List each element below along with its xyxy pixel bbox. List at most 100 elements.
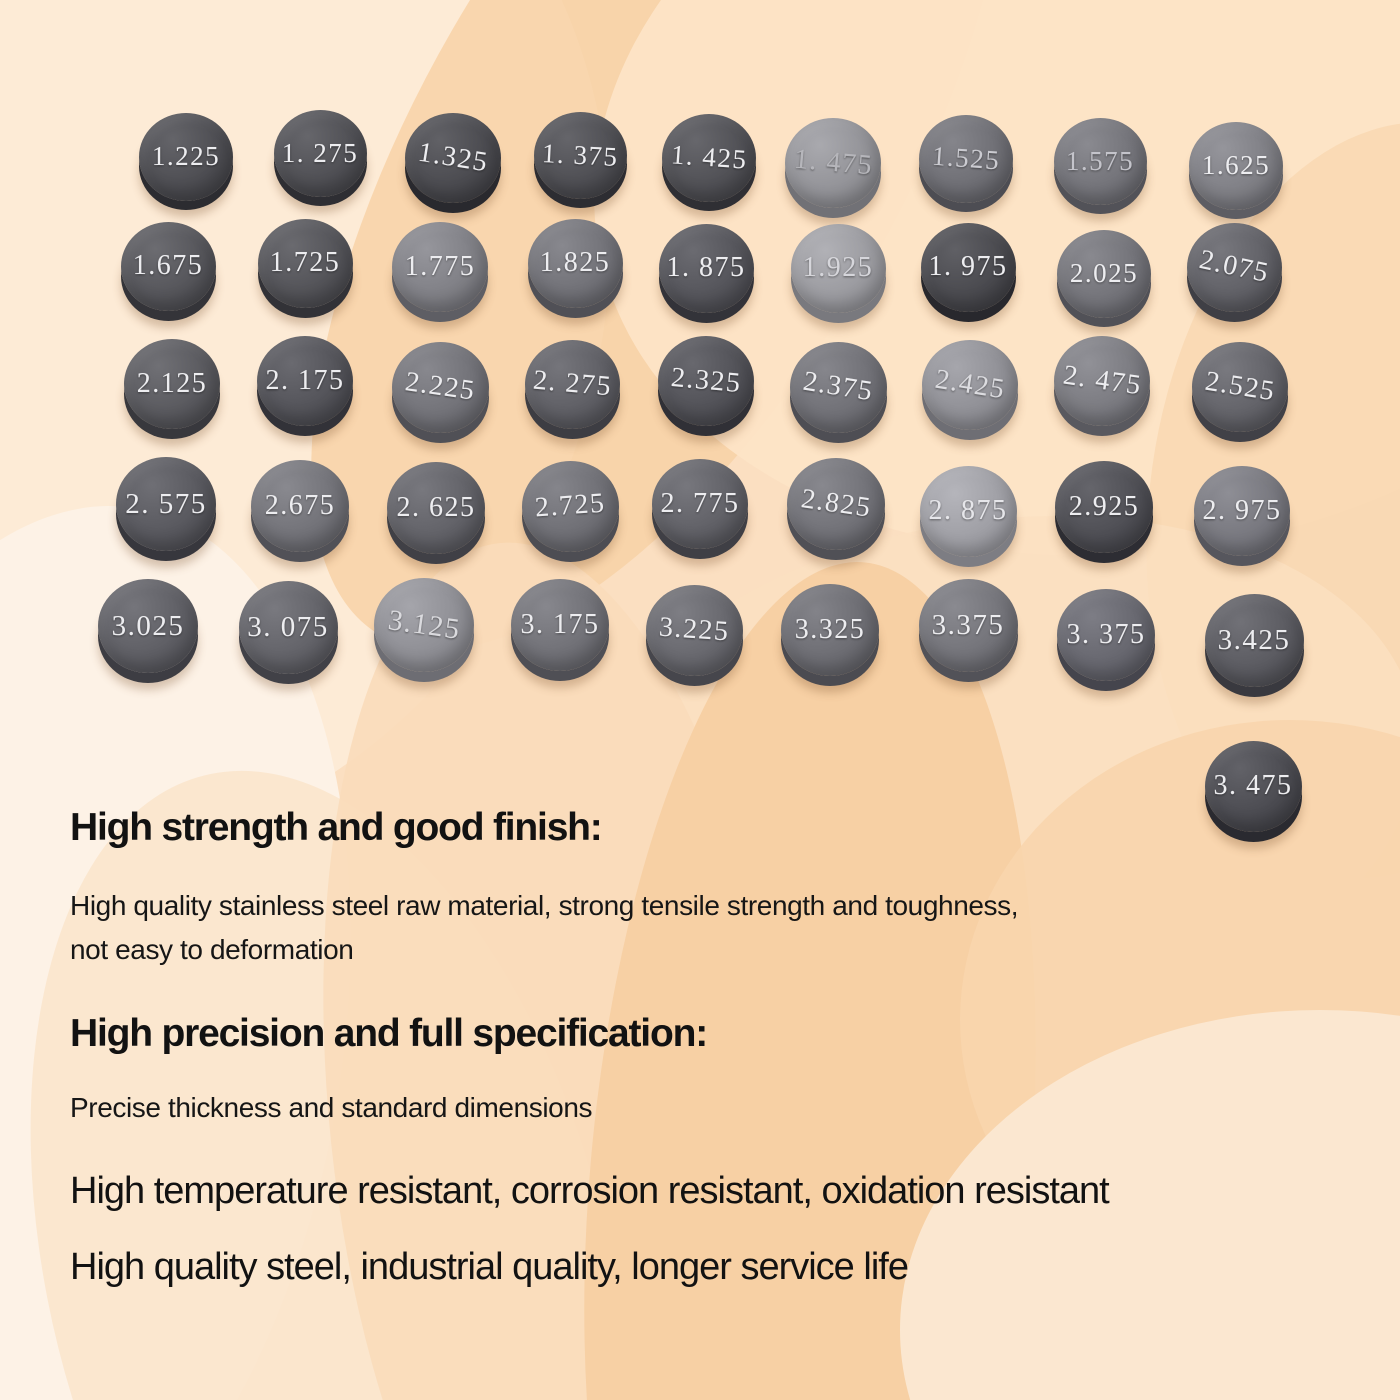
shim-value: 2.375 [800, 365, 876, 408]
shim-value: 3.125 [385, 603, 463, 646]
shim-value: 2.525 [1202, 365, 1278, 408]
shim-disc: 3.325 [781, 584, 879, 676]
shim-value: 2.025 [1069, 258, 1139, 288]
shim-disc: 2.025 [1057, 229, 1151, 318]
shim-value: 1.725 [269, 247, 341, 278]
shim-disc: 1.725 [257, 218, 353, 308]
shim-disc: 1.525 [919, 114, 1013, 203]
shim-value: 3. 075 [247, 610, 329, 643]
shim-disc: 2.325 [658, 336, 754, 426]
shim-value: 1. 475 [792, 143, 874, 182]
shim-value: 2. 625 [396, 492, 476, 523]
shim-value: 2.675 [264, 490, 336, 521]
shim-disc: 3.125 [374, 578, 474, 672]
shim-value: 3.375 [931, 608, 1005, 641]
shim-value: 1.325 [415, 136, 491, 179]
shim-disc: 1.225 [139, 112, 233, 201]
shim-value: 1.825 [539, 247, 611, 278]
shim-value: 2. 575 [125, 487, 207, 520]
shim-disc: 3.425 [1204, 593, 1304, 687]
shim-value: 3. 175 [520, 609, 600, 640]
shim-value: 1.625 [1201, 150, 1271, 180]
shim-value: 2.075 [1196, 244, 1272, 290]
shim-value: 1. 975 [928, 251, 1008, 282]
shim-value: 1.525 [930, 140, 1002, 176]
shim-value: 2.925 [1068, 491, 1140, 522]
shim-disc: 2.075 [1186, 222, 1282, 312]
shim-disc: 1.675 [120, 221, 216, 311]
shim-value: 2. 775 [660, 488, 740, 519]
shim-disc: 2.725 [521, 460, 619, 552]
shim-value: 1.225 [151, 141, 221, 171]
feature-text-strength-line1: High quality stainless steel raw materia… [70, 890, 1019, 921]
shim-disc: 3. 375 [1057, 589, 1155, 681]
feature-text-precision: Precise thickness and standard dimension… [70, 1092, 593, 1123]
shim-disc: 2.375 [789, 341, 887, 433]
shim-value: 2.325 [669, 361, 743, 400]
shim-disc: 1. 875 [658, 223, 754, 313]
shim-disc: 1.575 [1053, 118, 1147, 205]
shim-value: 1.675 [132, 250, 204, 281]
shim-disc: 3. 175 [511, 579, 609, 671]
shim-disc: 3.225 [645, 584, 743, 676]
shim-disc: 2.675 [251, 460, 349, 552]
shim-value: 1.775 [404, 251, 476, 282]
shim-value: 1.575 [1065, 146, 1135, 176]
shim-value: 1. 425 [669, 139, 749, 175]
shim-disc: 2.425 [922, 340, 1018, 430]
shim-value: 3.025 [111, 609, 185, 642]
shim-value: 2. 975 [1202, 495, 1282, 526]
background-shape [900, 1010, 1400, 1400]
shim-disc: 2. 275 [524, 339, 620, 429]
shim-disc: 1. 475 [785, 118, 881, 208]
shim-value: 2.125 [136, 368, 208, 399]
shim-disc: 3.025 [98, 579, 198, 673]
shim-value: 2.725 [533, 487, 607, 524]
shim-disc: 3.375 [918, 578, 1018, 672]
shim-disc: 2. 775 [652, 459, 748, 549]
shim-disc: 1. 425 [662, 113, 756, 202]
shim-disc: 2. 625 [387, 462, 485, 554]
shim-disc: 1.625 [1189, 121, 1283, 210]
shim-value: 2. 275 [531, 364, 613, 403]
shim-value: 2.425 [932, 363, 1008, 406]
shim-value: 1. 875 [666, 252, 746, 283]
shim-value: 2.225 [403, 366, 478, 407]
shim-value: 3.325 [794, 614, 866, 645]
shim-disc: 1.925 [790, 223, 886, 313]
shim-disc: 2. 875 [919, 465, 1017, 557]
shim-disc: 1. 375 [533, 112, 627, 199]
shim-value: 2. 475 [1060, 359, 1144, 402]
shim-disc: 2.925 [1055, 461, 1153, 553]
shim-disc: 2. 475 [1054, 336, 1150, 426]
shim-disc: 2.825 [787, 458, 885, 550]
shim-disc: 3. 075 [238, 580, 338, 674]
shim-disc: 2.125 [124, 339, 220, 429]
shim-value: 1. 375 [541, 138, 620, 172]
shim-disc: 2.525 [1192, 342, 1288, 432]
shim-disc: 1. 275 [273, 110, 367, 197]
shim-disc: 3. 475 [1204, 740, 1302, 832]
shim-disc: 2. 575 [116, 457, 216, 551]
shim-disc: 1.775 [392, 222, 488, 312]
shim-disc: 2.225 [391, 341, 489, 433]
feature-heading-precision: High precision and full specification: [70, 1012, 708, 1055]
shim-value: 3.225 [657, 611, 731, 648]
shim-value: 2.825 [799, 483, 874, 524]
feature-text-resistance: High temperature resistant, corrosion re… [70, 1170, 1110, 1212]
shim-value: 1.925 [802, 252, 874, 283]
shim-value: 3. 375 [1066, 619, 1146, 650]
feature-text-strength-line2: not easy to deformation [70, 934, 354, 965]
shim-value: 3. 475 [1213, 770, 1293, 801]
shim-value: 3.425 [1217, 623, 1291, 656]
shim-value: 1. 275 [281, 138, 359, 168]
feature-text-quality: High quality steel, industrial quality, … [70, 1246, 909, 1288]
feature-heading-strength: High strength and good finish: [70, 806, 603, 849]
background-shape [594, 0, 1400, 556]
shim-disc: 2. 975 [1194, 466, 1290, 556]
shim-disc: 1. 975 [920, 222, 1016, 312]
